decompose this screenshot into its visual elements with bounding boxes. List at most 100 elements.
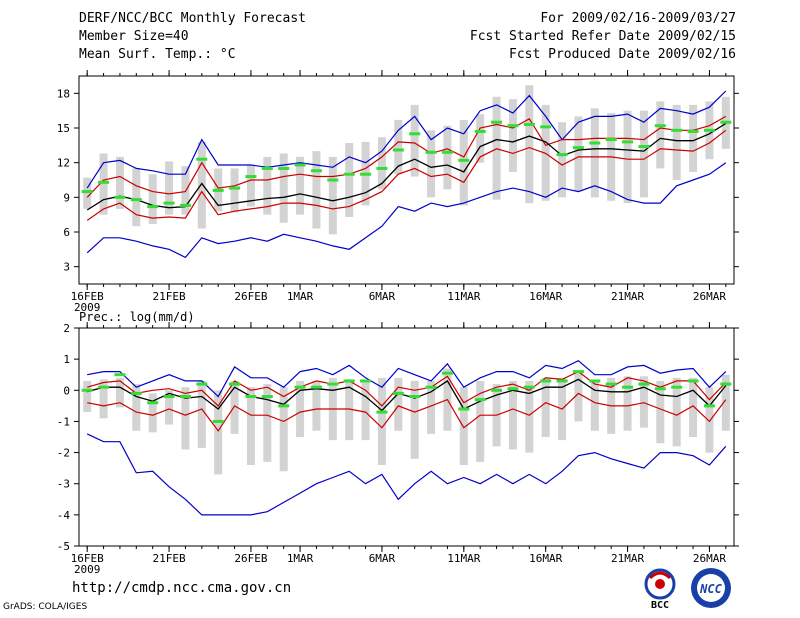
y-tick-label: 18: [57, 87, 70, 100]
x-tick-label: 26MAR: [693, 290, 726, 303]
median-marker: [654, 124, 666, 128]
spread-box: [672, 377, 681, 447]
spread-box: [558, 122, 567, 198]
upper-line: [87, 370, 727, 407]
spread-box: [230, 380, 239, 434]
spread-box: [83, 380, 92, 413]
spread-box: [377, 137, 386, 190]
y-tick-label: -1: [57, 415, 70, 428]
spread-box: [197, 141, 206, 229]
x-tick-label: 16FEB: [71, 290, 104, 303]
ncc-logo-label: NCC: [699, 582, 722, 596]
median-marker: [327, 382, 339, 386]
spread-box: [623, 376, 632, 431]
median-marker: [179, 203, 191, 207]
spread-box: [476, 114, 485, 163]
spread-box: [574, 371, 583, 422]
median-marker: [245, 175, 257, 179]
median-marker: [343, 172, 355, 176]
spread-box: [689, 377, 698, 437]
x-tick-label: 11MAR: [447, 290, 480, 303]
x-tick-label: 16FEB: [71, 552, 104, 565]
median-marker: [147, 401, 159, 405]
spread-box: [181, 387, 190, 450]
spread-box: [394, 119, 403, 175]
member-size: Member Size=40: [79, 29, 189, 44]
bcc-logo: BCC: [644, 568, 676, 611]
x-tick-label: 6MAR: [369, 552, 396, 565]
median-marker: [212, 188, 224, 192]
spread-box: [312, 380, 321, 431]
spread-box: [639, 110, 648, 198]
y-tick-label: -2: [57, 447, 70, 460]
median-marker: [409, 395, 421, 399]
grads-credit: GrADS: COLA/IGES: [3, 602, 88, 612]
max-line: [86, 90, 727, 189]
median-marker: [474, 129, 486, 133]
spread-box: [508, 380, 517, 450]
x-year-label: 2009: [74, 563, 101, 576]
median-marker: [425, 385, 437, 389]
spread-box: [246, 387, 255, 466]
bcc-logo-label: BCC: [651, 600, 669, 611]
spread-box: [230, 168, 239, 213]
y-tick-label: 1: [63, 353, 70, 366]
spread-box: [345, 379, 354, 441]
y-tick-label: 0: [63, 384, 70, 397]
median-marker: [310, 385, 322, 389]
spread-box: [705, 387, 714, 453]
median-marker: [523, 123, 535, 127]
median-marker: [441, 150, 453, 154]
median-marker: [130, 198, 142, 202]
spread-box: [639, 376, 648, 428]
median-marker: [589, 379, 601, 383]
x-tick-label: 21FEB: [153, 290, 186, 303]
median-marker: [458, 158, 470, 162]
x-tick-label: 21FEB: [153, 552, 186, 565]
median-marker: [703, 128, 715, 132]
upper-line: [86, 115, 727, 198]
median-marker: [376, 166, 388, 170]
x-tick-label: 6MAR: [369, 290, 396, 303]
y-tick-label: 15: [57, 122, 70, 135]
spread-box: [165, 390, 174, 425]
median-marker: [458, 407, 470, 411]
median-marker: [703, 404, 715, 408]
median-marker: [343, 379, 355, 383]
plot-prec: -5 -4 -3 -2 -1 0 1 2 16FEB 21FEB 26FEB 1MAR 6MAR 11MA…: [57, 310, 739, 576]
x-tick-label: 11MAR: [447, 552, 480, 565]
spread-box: [279, 153, 288, 223]
median-marker: [572, 146, 584, 150]
median-marker: [278, 166, 290, 170]
median-marker: [638, 382, 650, 386]
plot-frame: [78, 75, 735, 285]
median-marker: [114, 195, 126, 199]
spread-box: [410, 104, 419, 177]
spread-box: [623, 110, 632, 204]
y-tick-label: -3: [57, 478, 70, 491]
x-tick-label: 16MAR: [529, 290, 562, 303]
spread-box: [459, 119, 468, 206]
min-line: [86, 433, 727, 516]
median-marker: [212, 419, 224, 423]
median-marker: [441, 371, 453, 375]
x-tick-label: 1MAR: [287, 552, 314, 565]
y-tick-label: -5: [57, 540, 70, 553]
median-marker: [114, 373, 126, 377]
median-marker: [98, 385, 110, 389]
median-marker: [294, 163, 306, 167]
spread-box: [672, 104, 681, 180]
precip-title: Prec.: log(mm/d): [79, 310, 195, 324]
spread-box: [115, 377, 124, 408]
produced-date: Fcst Produced Date 2009/02/16: [509, 47, 736, 62]
median-marker: [360, 172, 372, 176]
x-tick-label: 16MAR: [529, 552, 562, 565]
median-marker: [278, 404, 290, 408]
median-marker: [671, 385, 683, 389]
spread-box: [476, 380, 485, 462]
lower-line: [87, 392, 727, 432]
source-url[interactable]: http://cmdp.ncc.cma.gov.cn: [72, 580, 292, 596]
spread-box: [377, 377, 386, 466]
median-marker: [130, 391, 142, 395]
median-marker: [572, 370, 584, 374]
